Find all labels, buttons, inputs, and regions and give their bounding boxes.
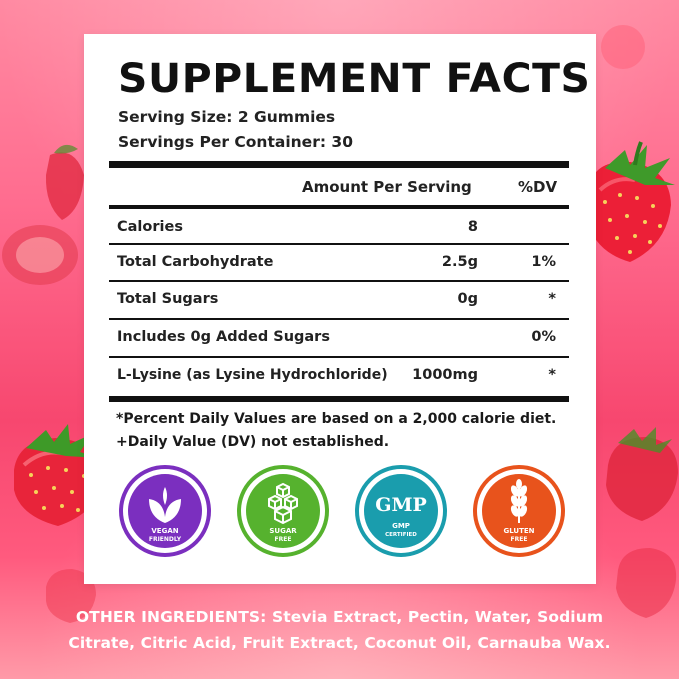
badge-gmp-text1: GMP <box>392 522 410 530</box>
badge-gmp-big: GMP <box>375 494 427 516</box>
badge-gluten-text2: FREE <box>511 536 528 543</box>
nutrient-amount-l-lysine: 1000mg <box>412 367 478 383</box>
other-ingredients-text1: Stevia Extract, Pectin, Water, Sodium <box>266 608 604 626</box>
badge-gluten-text1: GLUTEN <box>503 527 534 535</box>
vegan-friendly-badge: VEGAN FRIENDLY <box>119 465 211 557</box>
nutrient-name-carbohydrate: Total Carbohydrate <box>117 254 274 270</box>
servings-per-container: Servings Per Container: 30 <box>118 133 353 151</box>
other-ingredients-label: OTHER INGREDIENTS: <box>75 608 267 626</box>
nutrient-name-total-sugars: Total Sugars <box>117 291 219 307</box>
nutrient-dv-total-sugars: * <box>548 291 556 307</box>
nutrient-name-l-lysine: L-Lysine (as Lysine Hydrochloride) <box>117 367 388 383</box>
strawberry-decoration-right-lower <box>616 548 677 618</box>
nutrient-amount-carbohydrate: 2.5g <box>441 254 478 270</box>
nutrient-amount-total-sugars: 0g <box>457 291 478 307</box>
row-divider <box>109 243 569 245</box>
badge-sugar-text2: FREE <box>275 536 292 543</box>
badge-gmp-text2: CERTIFIED <box>385 532 417 538</box>
sugar-free-badge: SUGAR FREE <box>237 465 329 557</box>
thick-divider <box>109 161 569 168</box>
other-ingredients-line2: Citrate, Citric Acid, Fruit Extract, Coc… <box>68 634 611 652</box>
gmp-certified-badge: GMP GMP CERTIFIED <box>355 465 447 557</box>
column-header-dv: %DV <box>518 178 558 196</box>
thick-divider-bottom <box>109 396 569 402</box>
footnote-dv-not-established: +Daily Value (DV) not established. <box>116 434 390 450</box>
row-divider <box>109 318 569 320</box>
nutrient-name-added-sugars: Includes 0g Added Sugars <box>117 329 330 345</box>
strawberry-decoration-right-bottom <box>606 427 678 521</box>
nutrient-dv-added-sugars: 0% <box>531 329 556 345</box>
panel-title: SUPPLEMENT FACTS <box>118 56 591 102</box>
other-ingredients-line1: OTHER INGREDIENTS: Stevia Extract, Pecti… <box>0 608 679 626</box>
nutrient-dv-carbohydrate: 1% <box>531 254 556 270</box>
serving-size: Serving Size: 2 Gummies <box>118 108 336 126</box>
nutrient-amount-calories: 8 <box>467 219 478 235</box>
row-divider <box>109 356 569 358</box>
row-divider <box>109 280 569 282</box>
strawberry-decoration-top-right <box>601 25 645 69</box>
strawberry-decoration-left-top <box>45 144 84 220</box>
strawberry-slice-decoration-left <box>2 225 78 285</box>
badge-vegan-text2: FRIENDLY <box>149 536 182 543</box>
badge-vegan-text1: VEGAN <box>151 527 178 535</box>
vegan-leaf-icon: VEGAN FRIENDLY <box>119 465 211 557</box>
footnote-daily-values: *Percent Daily Values are based on a 2,0… <box>116 411 557 427</box>
nutrient-dv-l-lysine: * <box>548 367 556 383</box>
strawberry-decoration-left-bottom <box>14 424 104 526</box>
strawberry-decoration-bottom-left <box>46 569 96 623</box>
gluten-free-badge: GLUTEN FREE <box>473 465 565 557</box>
sugar-cubes-icon: SUGAR FREE <box>237 465 329 557</box>
badge-sugar-text1: SUGAR <box>269 527 297 535</box>
column-header-amount: Amount Per Serving <box>302 178 472 196</box>
gmp-icon: GMP GMP CERTIFIED <box>355 465 447 557</box>
nutrient-name-calories: Calories <box>117 219 183 235</box>
wheat-icon: GLUTEN FREE <box>473 465 565 557</box>
header-divider <box>109 205 569 209</box>
strawberry-decoration-right <box>587 141 675 262</box>
